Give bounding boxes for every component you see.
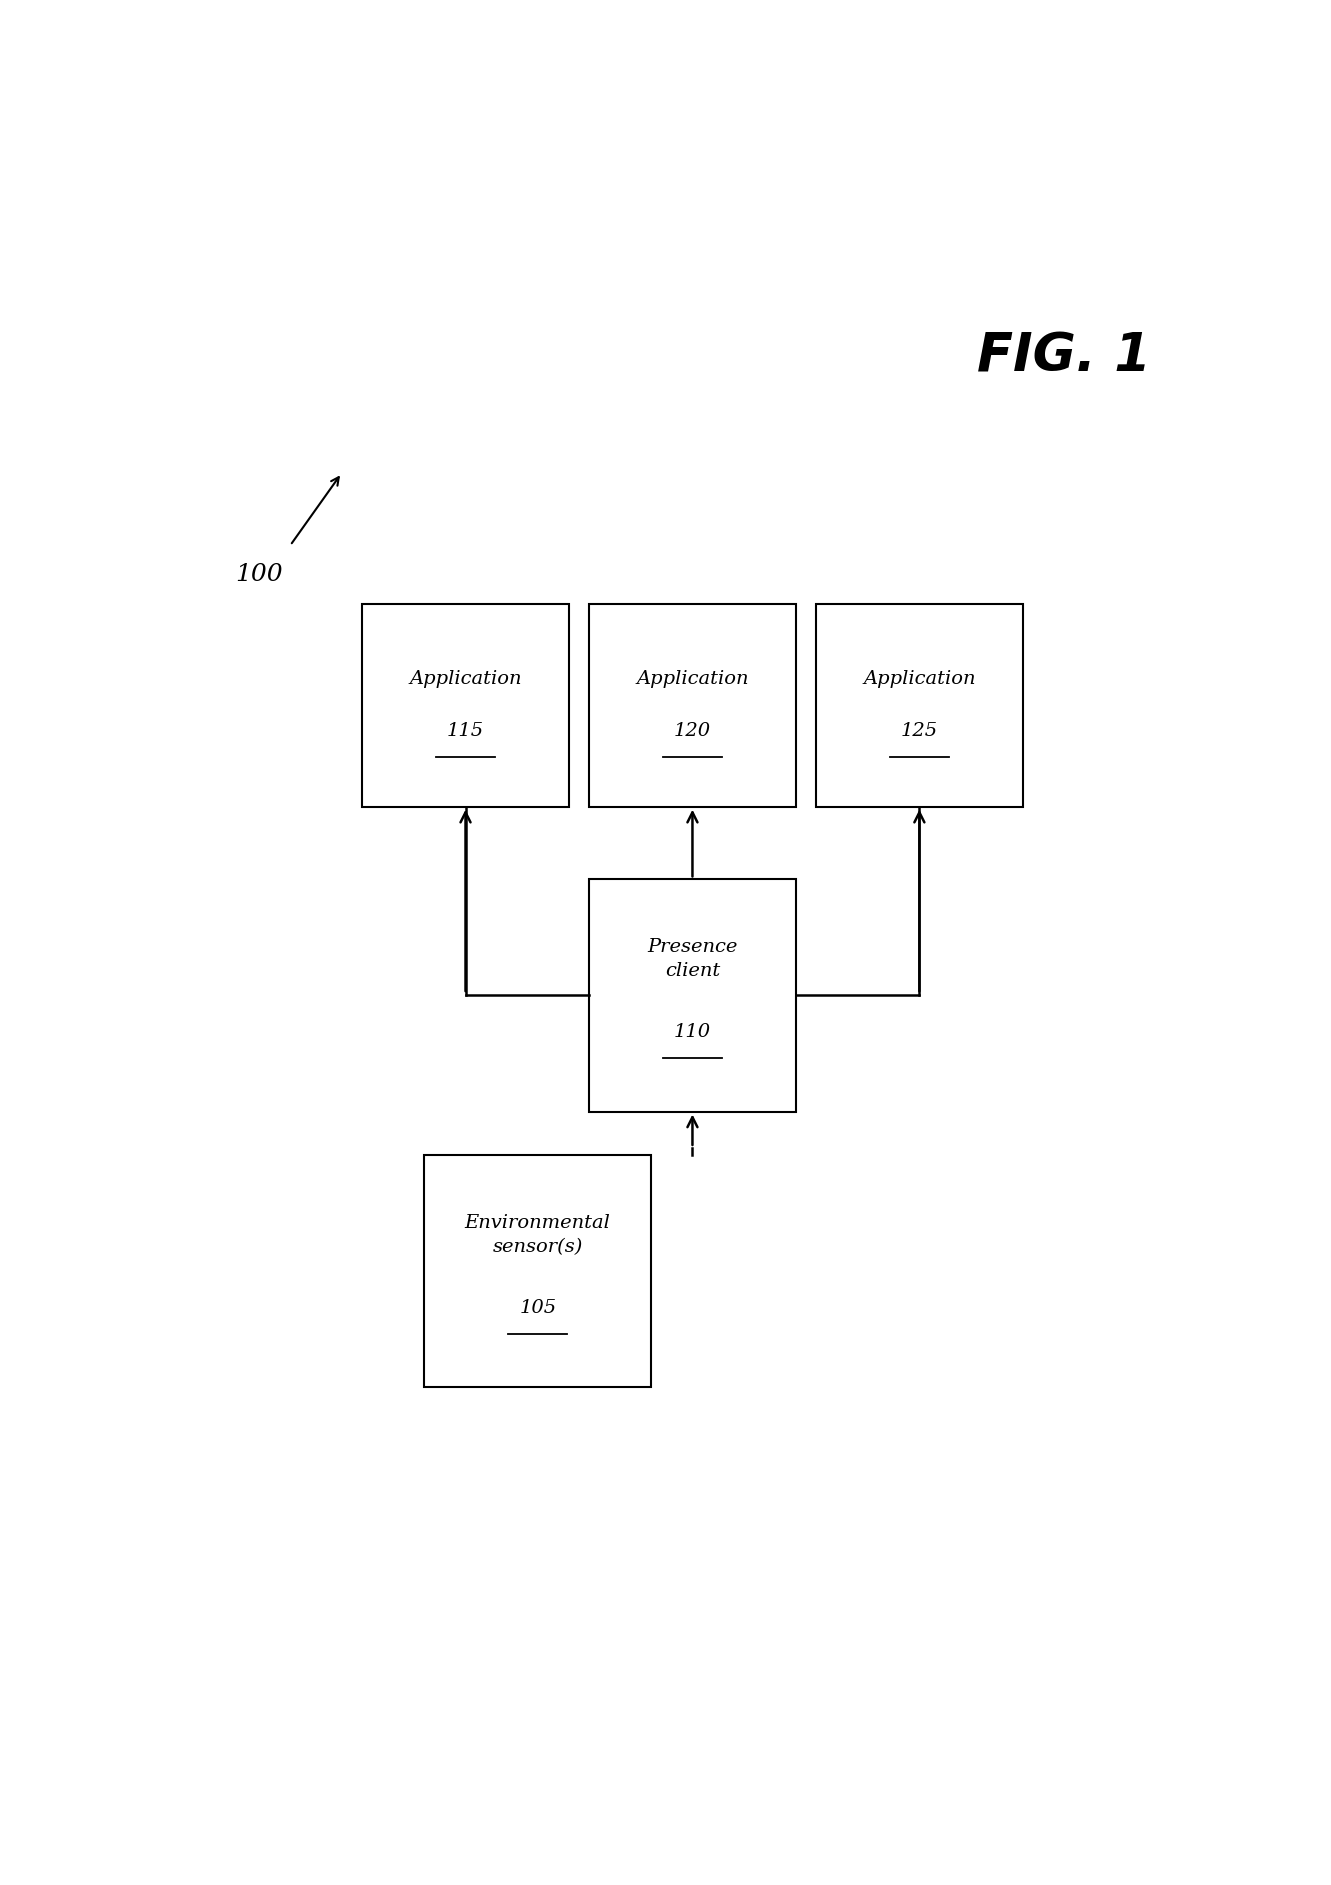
Text: 125: 125	[901, 722, 938, 741]
Text: Presence
client: Presence client	[647, 939, 737, 980]
Bar	[425, 1156, 651, 1387]
Bar	[590, 603, 796, 807]
Bar	[816, 603, 1022, 807]
Text: Application: Application	[636, 669, 749, 688]
Text: 120: 120	[673, 722, 711, 741]
Text: Application: Application	[409, 669, 522, 688]
Text: Application: Application	[862, 669, 976, 688]
Text: 110: 110	[673, 1024, 711, 1041]
Bar	[362, 603, 568, 807]
Text: FIG. 1: FIG. 1	[977, 332, 1151, 383]
Bar	[590, 878, 796, 1112]
Text: 115: 115	[447, 722, 484, 741]
Text: 100: 100	[236, 564, 284, 586]
Text: Environmental
sensor(s): Environmental sensor(s)	[465, 1214, 611, 1255]
Text: 105: 105	[519, 1299, 556, 1316]
